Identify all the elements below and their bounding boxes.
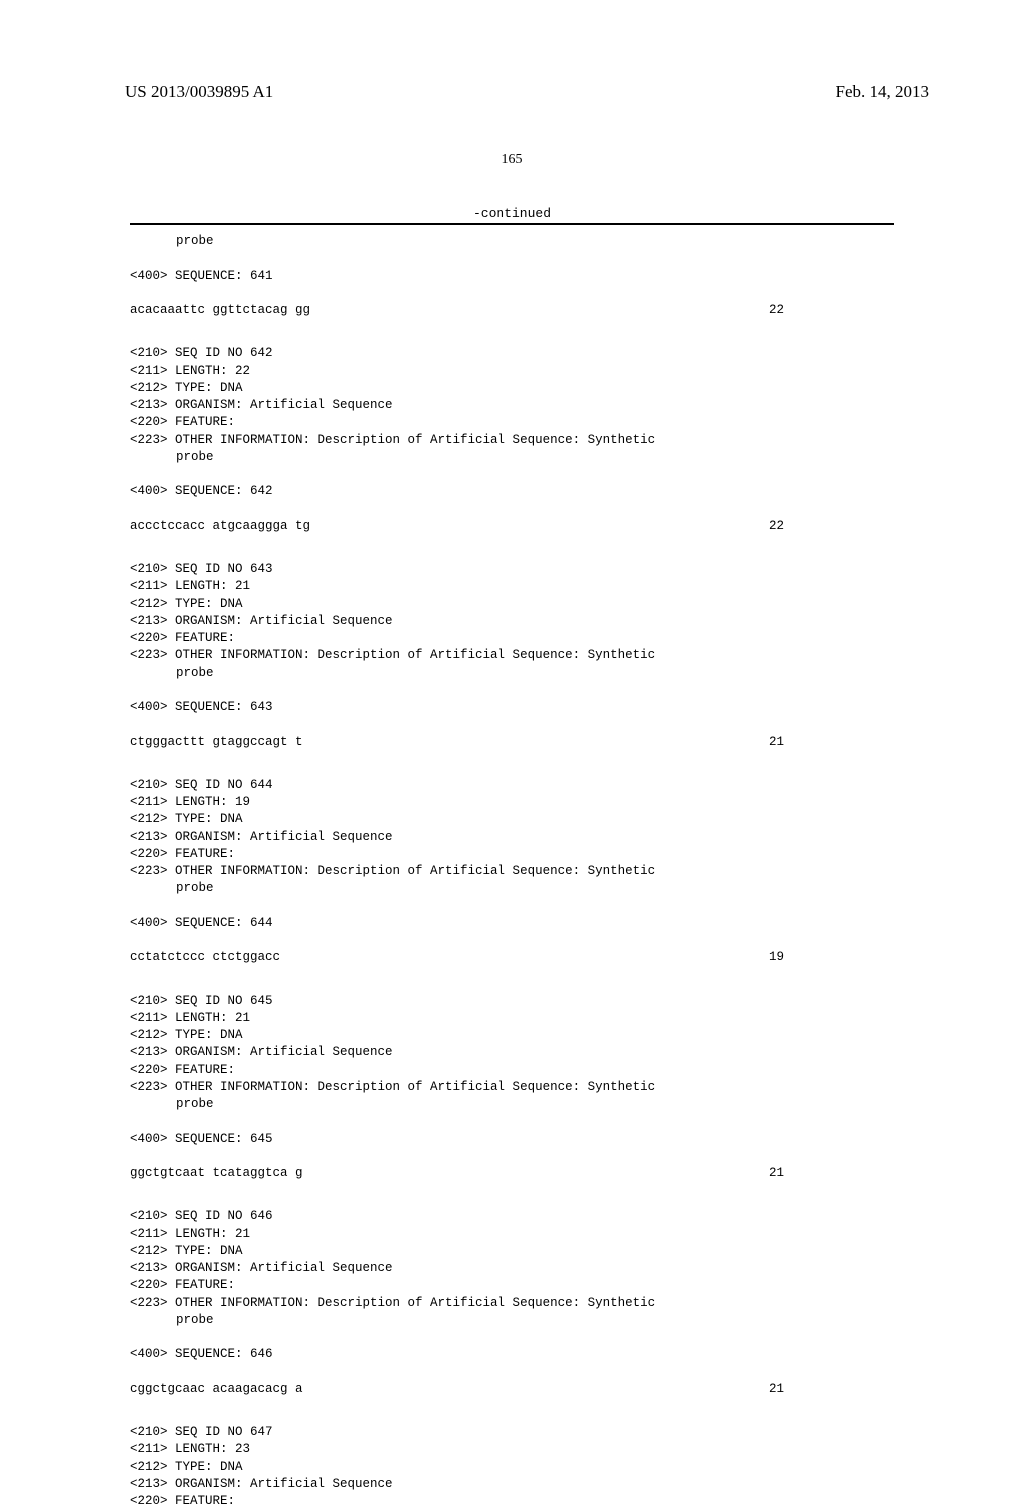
sequence-tag: <212> TYPE: DNA <box>130 1243 894 1260</box>
sequence-tag: <210> SEQ ID NO 642 <box>130 345 894 362</box>
sequence-tag: <220> FEATURE: <box>130 414 894 431</box>
sequence-header: <400> SEQUENCE: 646 <box>130 1346 894 1363</box>
sequence-tag: <213> ORGANISM: Artificial Sequence <box>130 829 894 846</box>
sequence-line: accctccacc atgcaaggga tg 22 <box>130 518 894 535</box>
sequence-tag: <212> TYPE: DNA <box>130 380 894 397</box>
sequence-tag: <211> LENGTH: 23 <box>130 1441 894 1458</box>
document-id: US 2013/0039895 A1 <box>125 82 273 102</box>
sequence-tag: <220> FEATURE: <box>130 846 894 863</box>
sequence-tag: <213> ORGANISM: Artificial Sequence <box>130 1044 894 1061</box>
sequence-length: 19 <box>769 949 894 966</box>
sequence-length: 21 <box>769 734 894 751</box>
probe-label: probe <box>130 1096 894 1113</box>
sequence-length: 21 <box>769 1381 894 1398</box>
sequence-entry: <210> SEQ ID NO 644<211> LENGTH: 19<212>… <box>130 777 894 967</box>
sequence-entry: <210> SEQ ID NO 642<211> LENGTH: 22<212>… <box>130 345 894 535</box>
sequence-tag: <212> TYPE: DNA <box>130 1459 894 1476</box>
sequence-line: ctgggacttt gtaggccagt t 21 <box>130 734 894 751</box>
sequence-tag: <213> ORGANISM: Artificial Sequence <box>130 1476 894 1493</box>
sequence-text: accctccacc atgcaaggga tg <box>130 518 310 535</box>
sequence-entry: <210> SEQ ID NO 643<211> LENGTH: 21<212>… <box>130 561 894 751</box>
sequence-tag: <223> OTHER INFORMATION: Description of … <box>130 647 894 664</box>
sequence-header: <400> SEQUENCE: 641 <box>130 268 894 285</box>
probe-label: probe <box>130 665 894 682</box>
page-header: US 2013/0039895 A1 Feb. 14, 2013 <box>0 0 1024 102</box>
sequence-tag: <223> OTHER INFORMATION: Description of … <box>130 1295 894 1312</box>
sequence-length: 22 <box>769 302 894 319</box>
sequence-tag: <210> SEQ ID NO 646 <box>130 1208 894 1225</box>
sequence-tag: <211> LENGTH: 21 <box>130 1010 894 1027</box>
sequence-tag: <212> TYPE: DNA <box>130 596 894 613</box>
continued-wrapper: -continued <box>0 206 1024 225</box>
sequence-tag: <223> OTHER INFORMATION: Description of … <box>130 863 894 880</box>
sequence-tag: <210> SEQ ID NO 647 <box>130 1424 894 1441</box>
document-date: Feb. 14, 2013 <box>836 82 930 102</box>
sequence-tag: <210> SEQ ID NO 644 <box>130 777 894 794</box>
sequence-length: 21 <box>769 1165 894 1182</box>
sequence-tag: <211> LENGTH: 22 <box>130 363 894 380</box>
sequence-entry: probe <400> SEQUENCE: 641 acacaaattc ggttc… <box>130 233 894 319</box>
sequence-entry: <210> SEQ ID NO 646<211> LENGTH: 21<212>… <box>130 1208 894 1398</box>
sequence-length: 22 <box>769 518 894 535</box>
probe-label: probe <box>130 449 894 466</box>
sequence-header: <400> SEQUENCE: 645 <box>130 1131 894 1148</box>
sequence-tag: <211> LENGTH: 21 <box>130 578 894 595</box>
sequence-line: ggctgtcaat tcataggtca g 21 <box>130 1165 894 1182</box>
sequence-line: cggctgcaac acaagacacg a 21 <box>130 1381 894 1398</box>
continued-label: -continued <box>130 206 894 221</box>
sequence-tag: <211> LENGTH: 21 <box>130 1226 894 1243</box>
sequence-text: cctatctccc ctctggacc <box>130 949 280 966</box>
sequence-line: acacaaattc ggttctacag gg 22 <box>130 302 894 319</box>
sequence-line: cctatctccc ctctggacc 19 <box>130 949 894 966</box>
sequence-tag: <211> LENGTH: 19 <box>130 794 894 811</box>
sequence-tag: <212> TYPE: DNA <box>130 811 894 828</box>
sequence-tag: <223> OTHER INFORMATION: Description of … <box>130 432 894 449</box>
page-number: 165 <box>0 152 1024 168</box>
sequence-tag: <220> FEATURE: <box>130 1277 894 1294</box>
sequence-tag: <210> SEQ ID NO 643 <box>130 561 894 578</box>
sequence-text: ctgggacttt gtaggccagt t <box>130 734 303 751</box>
sequence-text: ggctgtcaat tcataggtca g <box>130 1165 303 1182</box>
sequence-tag: <220> FEATURE: <box>130 630 894 647</box>
sequence-header: <400> SEQUENCE: 644 <box>130 915 894 932</box>
sequence-entry: <210> SEQ ID NO 647<211> LENGTH: 23<212>… <box>130 1424 894 1510</box>
sequence-tag: <220> FEATURE: <box>130 1062 894 1079</box>
sequence-listing-body: probe <400> SEQUENCE: 641 acacaaattc ggttc… <box>0 225 1024 1510</box>
sequence-tag: <220> FEATURE: <box>130 1493 894 1510</box>
sequence-tag: <213> ORGANISM: Artificial Sequence <box>130 397 894 414</box>
probe-label: probe <box>130 1312 894 1329</box>
probe-label: probe <box>130 880 894 897</box>
sequence-text: cggctgcaac acaagacacg a <box>130 1381 303 1398</box>
sequence-entry: <210> SEQ ID NO 645<211> LENGTH: 21<212>… <box>130 993 894 1183</box>
sequence-tag: <210> SEQ ID NO 645 <box>130 993 894 1010</box>
sequence-header: <400> SEQUENCE: 642 <box>130 483 894 500</box>
sequence-tag: <212> TYPE: DNA <box>130 1027 894 1044</box>
sequence-tag: <213> ORGANISM: Artificial Sequence <box>130 613 894 630</box>
probe-label: probe <box>130 233 894 250</box>
sequence-tag: <213> ORGANISM: Artificial Sequence <box>130 1260 894 1277</box>
sequence-tag: <223> OTHER INFORMATION: Description of … <box>130 1079 894 1096</box>
sequence-text: acacaaattc ggttctacag gg <box>130 302 310 319</box>
sequence-header: <400> SEQUENCE: 643 <box>130 699 894 716</box>
